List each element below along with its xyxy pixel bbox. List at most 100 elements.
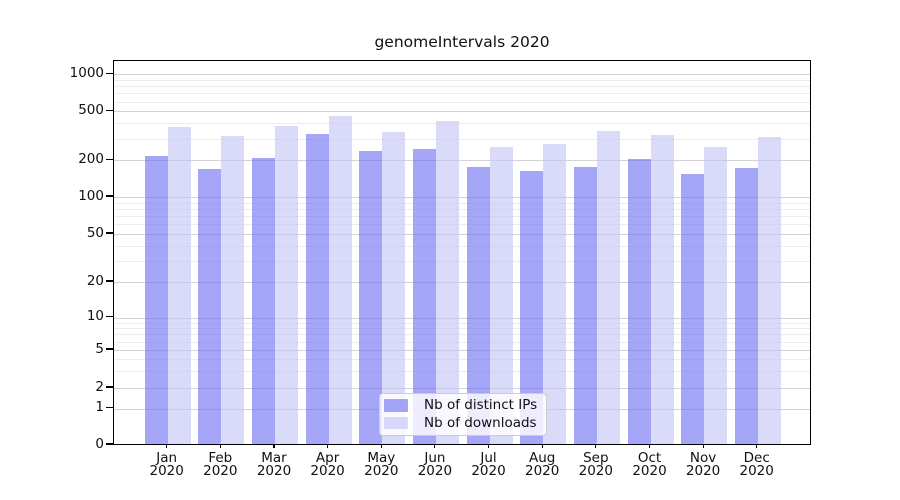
y-tick-label-1: 1 xyxy=(95,399,104,415)
bar-nb-of-downloads-feb xyxy=(221,136,245,444)
x-tick-mark-jul xyxy=(487,443,490,448)
gridline-minor-7 xyxy=(114,334,810,336)
legend-swatch-downloads xyxy=(384,416,408,430)
bar-nb-of-distinct-ips-feb xyxy=(198,169,222,444)
gridline-minor-700 xyxy=(114,93,810,95)
x-tick-mark-jan xyxy=(166,443,168,448)
x-tick-label-aug: Aug 2020 xyxy=(525,449,560,479)
x-tick-label-jan: Jan 2020 xyxy=(149,449,184,479)
gridline-minor-900 xyxy=(114,79,810,81)
x-tick-label-apr: Apr 2020 xyxy=(310,449,345,479)
gridline-minor-6 xyxy=(114,341,810,343)
y-tick-label-2: 2 xyxy=(95,378,104,395)
x-tick-label-dec: Dec 2020 xyxy=(739,449,774,479)
legend-item-downloads: Nb of downloads xyxy=(384,415,540,431)
y-tick-mark-100 xyxy=(106,195,113,197)
y-tick-mark-200 xyxy=(106,158,113,160)
bar-nb-of-distinct-ips-apr xyxy=(305,133,329,444)
y-tick-label-10: 10 xyxy=(86,308,104,325)
gridline-minor-3 xyxy=(114,371,810,373)
gridline-minor-8 xyxy=(114,328,810,330)
y-tick-label-0: 0 xyxy=(95,435,104,452)
x-tick-mark-jun xyxy=(434,443,436,448)
gridline-major-20 xyxy=(114,282,810,283)
bar-nb-of-downloads-oct xyxy=(650,134,674,444)
gridline-major-50 xyxy=(114,234,810,235)
y-tick-mark-10 xyxy=(106,316,113,318)
y-tick-mark-1 xyxy=(106,406,113,409)
x-tick-label-jun: Jun 2020 xyxy=(417,449,453,479)
y-tick-label-5: 5 xyxy=(95,340,104,357)
y-tick-label-1000: 1000 xyxy=(69,64,104,81)
bar-nb-of-distinct-ips-oct xyxy=(627,158,651,444)
legend-label-distinct-ips: Nb of distinct IPs xyxy=(424,397,538,414)
x-tick-label-sep: Sep 2020 xyxy=(578,449,613,479)
gridline-minor-90 xyxy=(114,202,810,204)
y-tick-mark-500 xyxy=(106,109,113,111)
gridline-minor-60 xyxy=(114,224,810,226)
x-tick-label-mar: Mar 2020 xyxy=(256,449,292,479)
x-tick-label-jul: Jul 2020 xyxy=(471,449,506,479)
y-tick-mark-20 xyxy=(106,280,113,282)
gridline-major-2 xyxy=(114,388,810,389)
bar-nb-of-downloads-jul xyxy=(489,146,513,444)
legend: Nb of distinct IPs Nb of downloads xyxy=(379,392,547,436)
bar-nb-of-downloads-dec xyxy=(757,137,781,444)
gridline-minor-80 xyxy=(114,208,810,210)
gridline-minor-70 xyxy=(114,216,810,217)
x-tick-label-may: May 2020 xyxy=(364,449,399,479)
gridline-minor-4 xyxy=(114,359,810,361)
x-tick-mark-may xyxy=(380,443,382,448)
x-tick-label-feb: Feb 2020 xyxy=(203,449,238,479)
gridline-major-100 xyxy=(114,197,810,198)
bar-nb-of-distinct-ips-aug xyxy=(520,171,544,444)
x-tick-mark-oct xyxy=(648,443,651,448)
gridline-major-500 xyxy=(114,111,810,113)
bar-nb-of-downloads-jun xyxy=(435,120,459,444)
gridline-minor-9 xyxy=(114,322,810,324)
gridline-minor-400 xyxy=(114,123,810,125)
gridline-major-200 xyxy=(114,160,810,162)
y-tick-label-20: 20 xyxy=(86,272,104,289)
x-tick-mark-mar xyxy=(273,443,275,448)
bar-nb-of-downloads-mar xyxy=(275,125,298,444)
bar-nb-of-downloads-nov xyxy=(704,146,728,444)
y-tick-label-50: 50 xyxy=(86,224,104,241)
y-tick-mark-2 xyxy=(106,386,113,388)
bar-nb-of-downloads-may xyxy=(382,132,406,444)
gridline-minor-300 xyxy=(114,138,810,140)
x-tick-mark-aug xyxy=(541,443,543,448)
bar-nb-of-downloads-jan xyxy=(167,126,191,444)
bar-nb-of-distinct-ips-mar xyxy=(252,157,275,444)
gridline-minor-800 xyxy=(114,86,810,88)
x-tick-mark-sep xyxy=(595,443,597,448)
plot-area xyxy=(113,59,811,445)
x-tick-mark-feb xyxy=(219,443,221,448)
y-tick-label-100: 100 xyxy=(78,187,104,204)
y-tick-mark-5 xyxy=(106,348,113,350)
y-tick-mark-0 xyxy=(106,443,113,445)
legend-label-downloads: Nb of downloads xyxy=(424,415,537,432)
gridline-minor-600 xyxy=(114,101,810,103)
y-tick-mark-1000 xyxy=(106,72,113,74)
x-tick-mark-dec xyxy=(756,443,758,448)
bar-nb-of-distinct-ips-jul xyxy=(466,167,490,444)
gridline-minor-30 xyxy=(114,260,810,262)
x-tick-label-nov: Nov 2020 xyxy=(685,449,721,479)
y-tick-label-200: 200 xyxy=(78,150,104,167)
legend-swatch-distinct-ips xyxy=(384,399,408,412)
legend-item-distinct-ips: Nb of distinct IPs xyxy=(384,397,540,413)
gridline-major-10 xyxy=(114,317,810,319)
bar-nb-of-downloads-sep xyxy=(596,131,620,444)
x-tick-mark-nov xyxy=(702,443,704,448)
x-tick-label-oct: Oct 2020 xyxy=(632,449,667,479)
y-tick-mark-50 xyxy=(106,232,113,234)
x-tick-mark-apr xyxy=(327,443,329,448)
gridline-minor-40 xyxy=(114,245,810,247)
bar-nb-of-distinct-ips-nov xyxy=(681,173,705,444)
gridline-major-5 xyxy=(114,350,810,351)
bar-nb-of-downloads-aug xyxy=(543,144,567,444)
gridline-major-1000 xyxy=(114,74,810,76)
bar-nb-of-distinct-ips-jun xyxy=(412,148,436,444)
